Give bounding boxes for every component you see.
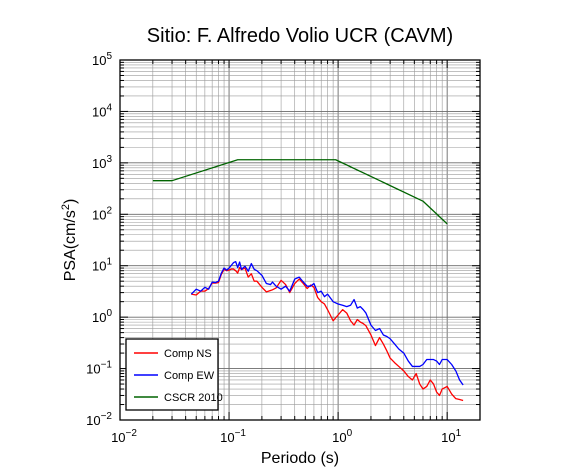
x-tick-label: 100 <box>332 428 352 445</box>
y-tick-label: 10−2 <box>86 411 112 428</box>
x-tick-label: 10−1 <box>220 428 246 445</box>
legend: Comp NS Comp EW CSCR 2010 <box>125 338 223 411</box>
x-tick-label: 10−2 <box>111 428 137 445</box>
legend-label-cscr-2010: CSCR 2010 <box>164 392 223 404</box>
legend-label-comp-ew: Comp EW <box>164 370 215 382</box>
y-tick-label: 105 <box>92 51 112 68</box>
series-line-comp-ew <box>190 260 464 386</box>
chart-title: Sitio: F. Alfredo Volio UCR (CAVM) <box>147 25 453 47</box>
x-tick-label: 101 <box>441 428 461 445</box>
legend-label-comp-ns: Comp NS <box>164 348 212 360</box>
y-tick-label: 100 <box>92 308 112 325</box>
y-tick-label: 104 <box>92 102 112 119</box>
ticks: 10−2 10−1 100 101 10−2 10−1 100 101 102 103 104 105 <box>86 51 481 445</box>
y-axis-label: PSA(cm/s2) <box>60 199 79 282</box>
x-axis-label: Periodo (s) <box>261 450 339 467</box>
grid <box>119 59 481 421</box>
y-tick-label: 103 <box>92 154 112 171</box>
series-group <box>152 159 464 402</box>
y-tick-label: 102 <box>92 205 112 222</box>
series-line-cscr-2010 <box>152 159 448 225</box>
plot-frame <box>119 59 481 421</box>
y-tick-label: 101 <box>92 257 112 274</box>
series-line-comp-ns <box>191 266 464 402</box>
y-tick-label: 10−1 <box>86 360 112 377</box>
